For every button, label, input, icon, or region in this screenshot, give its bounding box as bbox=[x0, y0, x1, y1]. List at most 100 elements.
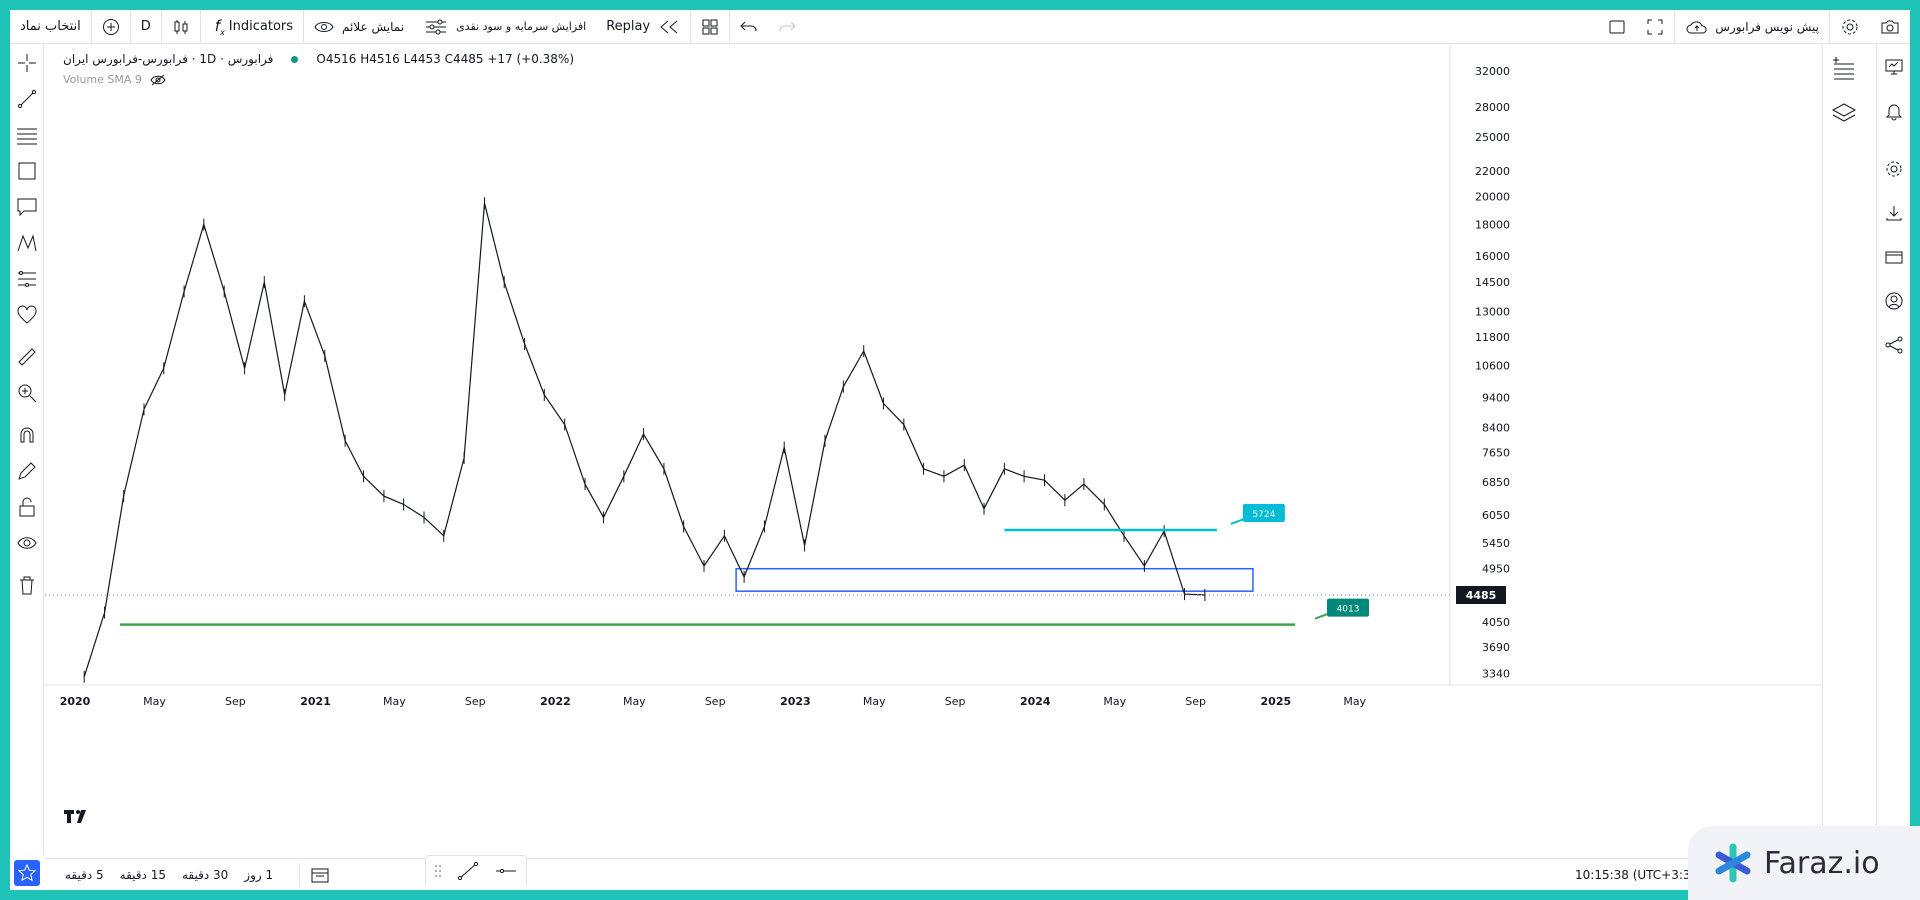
replay-button[interactable]: Replay bbox=[596, 9, 692, 44]
time-tick-label: Sep bbox=[465, 695, 486, 708]
time-tick-label: Sep bbox=[945, 695, 966, 708]
clock[interactable]: 10:15:38 (UTC+3:30) bbox=[1575, 859, 1703, 891]
screenshot-button[interactable] bbox=[1870, 10, 1910, 44]
account-button[interactable] bbox=[1877, 279, 1911, 323]
layout-button[interactable] bbox=[691, 9, 731, 44]
watchlist-button[interactable] bbox=[1823, 45, 1865, 91]
range-30m[interactable]: 30 دقیقه bbox=[181, 867, 229, 882]
lock-tool[interactable] bbox=[10, 489, 44, 525]
redo-button[interactable] bbox=[768, 10, 806, 44]
show-signals-label: نمایش علائم bbox=[342, 19, 405, 34]
zoom-tool[interactable] bbox=[10, 375, 44, 411]
tv-logo-icon bbox=[64, 810, 86, 823]
fullscreen-toggle-button[interactable] bbox=[1598, 10, 1636, 44]
hide-drawings-tool[interactable] bbox=[10, 525, 44, 561]
star-icon bbox=[14, 859, 40, 886]
eye-icon bbox=[17, 537, 37, 549]
capital-increase-label: افزایش سرمایه و سود نقدی bbox=[456, 20, 587, 33]
time-tick-label: 2021 bbox=[300, 695, 331, 708]
shape-tool[interactable] bbox=[10, 153, 44, 189]
text-tool[interactable] bbox=[10, 189, 44, 225]
indicators-label: Indicators bbox=[228, 19, 294, 34]
heart-icon bbox=[17, 305, 37, 324]
ideas-button[interactable] bbox=[1877, 45, 1911, 89]
settings-side-button[interactable] bbox=[1877, 147, 1911, 191]
last-price-label: 4485 bbox=[1466, 589, 1497, 602]
forecast-button[interactable]: پیش نویس فرابورس bbox=[1675, 10, 1830, 44]
trendline-tool[interactable] bbox=[10, 81, 44, 117]
prediction-tool[interactable] bbox=[10, 261, 44, 297]
indicators-button[interactable]: fx Indicators bbox=[201, 9, 305, 44]
price-series-line[interactable] bbox=[83, 203, 1205, 677]
undo-icon bbox=[740, 21, 757, 31]
level-label-text: 4013 bbox=[1337, 605, 1360, 615]
drag-handle-icon[interactable] bbox=[434, 863, 442, 879]
time-tick-label: May bbox=[623, 695, 646, 708]
layers-button[interactable] bbox=[1823, 91, 1865, 137]
cloud-upload-icon bbox=[1686, 21, 1707, 34]
pattern-tool[interactable] bbox=[10, 225, 44, 261]
legend-title: فرابورس · 1D · فرابورس-فرابورس ایران bbox=[63, 52, 274, 66]
sliders-icon bbox=[426, 19, 447, 34]
zoom-in-icon bbox=[18, 384, 37, 403]
trendline-icon[interactable] bbox=[456, 860, 480, 882]
range-1d[interactable]: 1 روز bbox=[244, 867, 274, 882]
chart-pane[interactable]: 32000 28000 25000 22000 20000 18000 16000 14500… bbox=[45, 45, 1822, 855]
series-legend: فرابورس · 1D · فرابورس-فرابورس ایران O45… bbox=[63, 52, 574, 66]
symbol-search-button[interactable]: انتخاب نماد bbox=[10, 9, 92, 44]
watermark-badge: Faraz.io bbox=[1688, 826, 1920, 900]
remove-drawings-tool[interactable] bbox=[10, 567, 44, 603]
rewind-icon bbox=[660, 20, 678, 33]
alerts-button[interactable] bbox=[1877, 89, 1911, 133]
pencil-lock-icon bbox=[18, 462, 36, 480]
settings-button[interactable] bbox=[1830, 10, 1870, 44]
crosshair-tool[interactable] bbox=[10, 45, 44, 81]
measure-tool[interactable] bbox=[10, 339, 44, 375]
volume-label: Volume SMA 9 bbox=[63, 73, 142, 86]
replay-label: Replay bbox=[606, 19, 651, 34]
ruler-lines-icon bbox=[18, 271, 36, 287]
interval-button[interactable]: D bbox=[131, 9, 162, 44]
fib-tool[interactable] bbox=[10, 117, 44, 153]
time-tick-label: May bbox=[863, 695, 886, 708]
level-label-badge[interactable] bbox=[1327, 598, 1369, 617]
expand-button[interactable] bbox=[1636, 10, 1676, 44]
price-tick-label: 10600 bbox=[1475, 360, 1510, 373]
eye-off-icon[interactable] bbox=[150, 74, 166, 86]
show-signals-button[interactable]: نمایش علائم bbox=[304, 10, 414, 44]
time-tick-label: 2020 bbox=[60, 695, 91, 708]
magnet-tool[interactable] bbox=[10, 417, 44, 453]
price-tick-label: 3690 bbox=[1482, 641, 1510, 654]
drawing-mini-toolbar bbox=[425, 855, 527, 885]
candles-icon bbox=[174, 19, 188, 34]
price-tick-label: 18000 bbox=[1475, 219, 1510, 232]
favorites-tool[interactable] bbox=[10, 297, 44, 333]
wallet-button[interactable] bbox=[1877, 235, 1911, 279]
stay-drawing-tool[interactable] bbox=[10, 453, 44, 489]
price-chart[interactable]: 32000 28000 25000 22000 20000 18000 16000 14500… bbox=[45, 45, 1822, 855]
chart-type-button[interactable] bbox=[162, 9, 201, 44]
horizontal-line-icon[interactable] bbox=[494, 860, 518, 882]
range-15m[interactable]: 15 دقیقه bbox=[119, 867, 166, 882]
support-zone-box[interactable] bbox=[735, 567, 1254, 592]
undo-button[interactable] bbox=[730, 10, 768, 44]
share-button[interactable] bbox=[1877, 323, 1911, 367]
price-tick-label: 32000 bbox=[1475, 65, 1510, 78]
price-tick-label: 6850 bbox=[1482, 476, 1510, 489]
redo-icon bbox=[779, 21, 796, 31]
capital-increase-button[interactable]: افزایش سرمایه و سود نقدی bbox=[414, 10, 596, 44]
symbol-search-label: انتخاب نماد bbox=[20, 19, 81, 34]
watermark-text: Faraz.io bbox=[1764, 845, 1880, 881]
calendar-button[interactable] bbox=[299, 862, 330, 887]
drawing-toolbar bbox=[10, 45, 44, 855]
download-button[interactable] bbox=[1877, 191, 1911, 235]
price-tick-label: 13000 bbox=[1475, 305, 1510, 318]
time-tick-label: May bbox=[143, 695, 166, 708]
top-right-tools: پیش نویس فرابورس bbox=[1598, 10, 1910, 44]
compare-button[interactable] bbox=[92, 9, 131, 44]
range-5m[interactable]: 5 دقیقه bbox=[65, 867, 104, 882]
favorites-star-button[interactable] bbox=[10, 855, 44, 890]
level-label-badge[interactable] bbox=[1242, 503, 1285, 522]
price-tick-label: 9400 bbox=[1482, 392, 1510, 405]
bottom-bar: 5 دقیقه 15 دقیقه 30 دقیقه 1 روز 10:15:38… bbox=[45, 855, 1822, 891]
